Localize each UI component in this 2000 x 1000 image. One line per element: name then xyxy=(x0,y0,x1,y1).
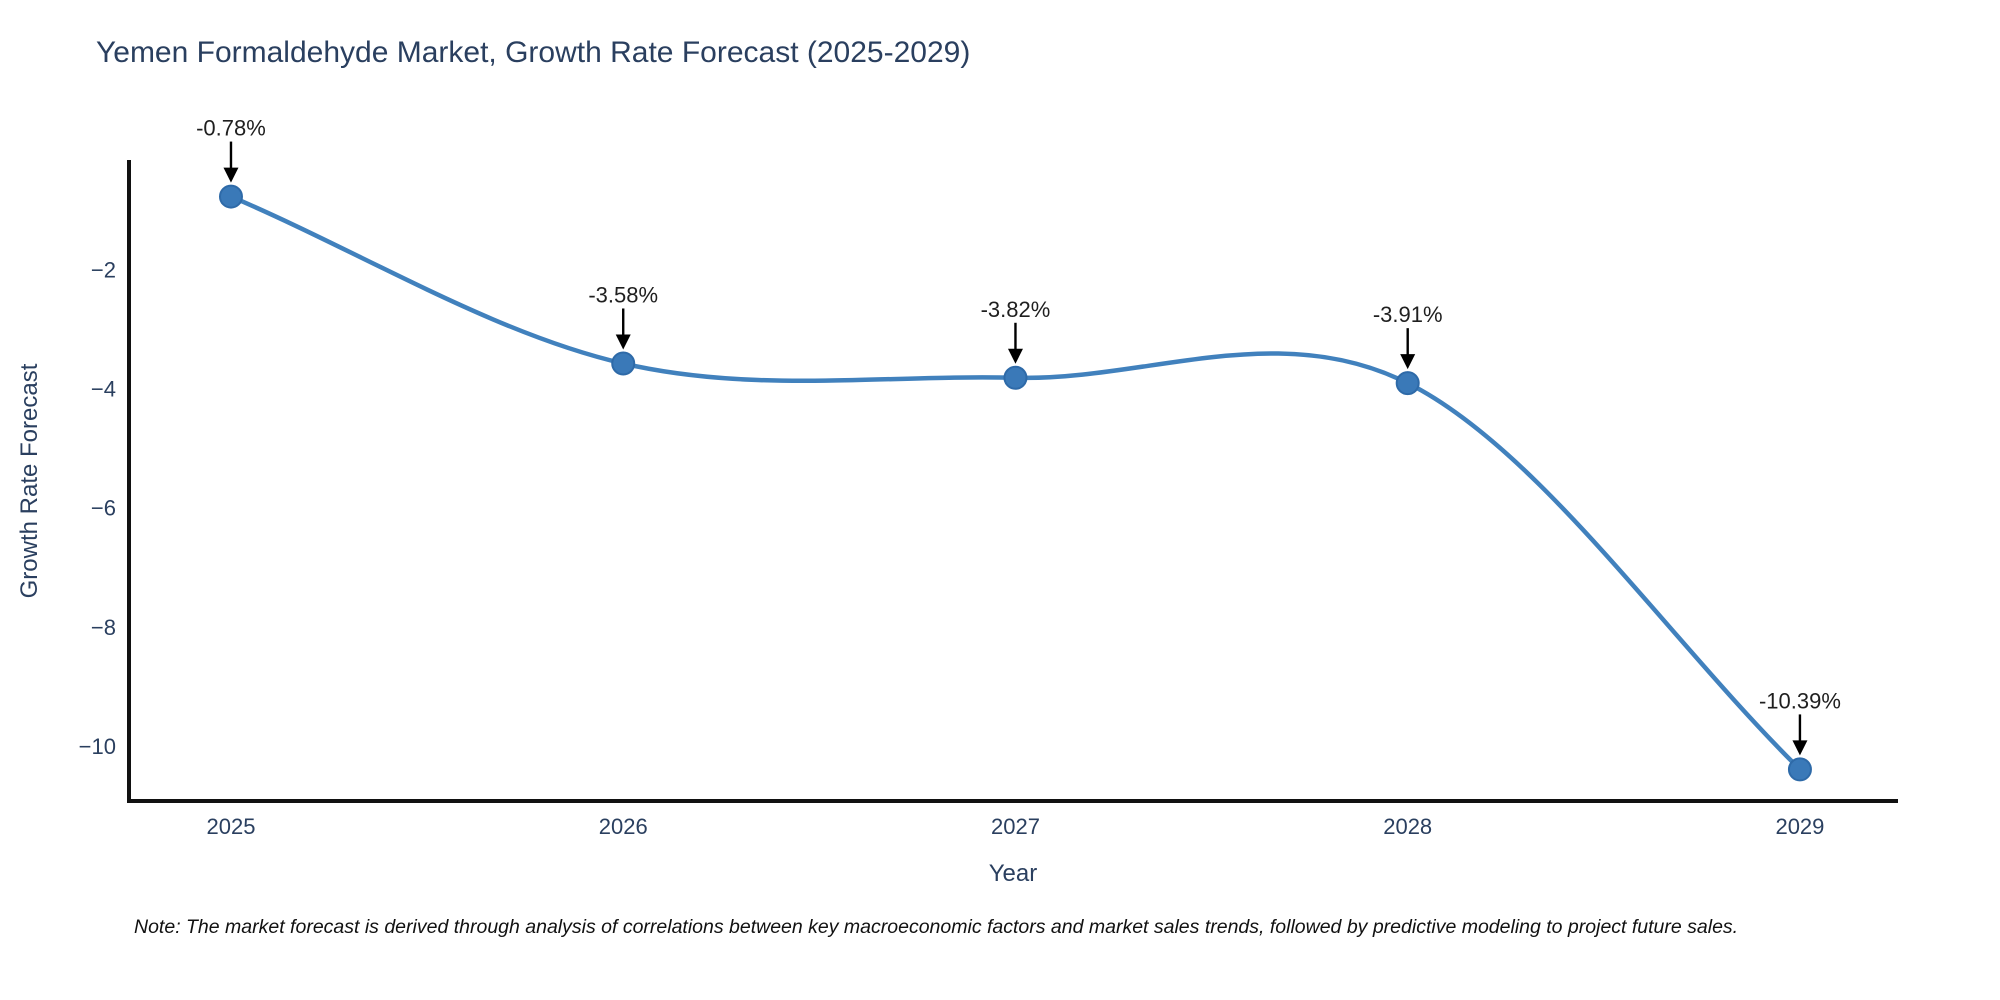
y-tick-label: −4 xyxy=(91,377,116,402)
annotation-arrow-head-icon xyxy=(1400,354,1416,370)
data-point-marker[interactable] xyxy=(611,351,636,376)
data-point-marker[interactable] xyxy=(1787,757,1812,782)
data-point-value-label: -3.91% xyxy=(1373,302,1443,327)
annotation-arrow-head-icon xyxy=(1792,740,1808,756)
annotation-arrow-head-icon xyxy=(615,334,631,350)
chart-title: Yemen Formaldehyde Market, Growth Rate F… xyxy=(96,36,971,69)
annotation-arrow-head-icon xyxy=(223,167,239,183)
x-tick-label: 2028 xyxy=(1383,814,1432,839)
annotation-arrow-head-icon xyxy=(1007,348,1023,364)
x-tick-label: 2029 xyxy=(1775,814,1824,839)
data-point-value-label: -3.82% xyxy=(981,297,1051,322)
x-tick-label: 2027 xyxy=(991,814,1040,839)
data-point-marker[interactable] xyxy=(1003,365,1028,390)
y-tick-label: −8 xyxy=(91,615,116,640)
data-point-value-label: -10.39% xyxy=(1759,688,1841,713)
data-point-marker[interactable] xyxy=(218,184,243,209)
y-tick-label: −10 xyxy=(79,734,116,759)
y-tick-label: −2 xyxy=(91,257,116,282)
data-point-value-label: -0.78% xyxy=(196,116,266,141)
y-tick-label: −6 xyxy=(91,496,116,521)
data-point-value-label: -3.58% xyxy=(588,282,658,307)
data-point-marker[interactable] xyxy=(1395,371,1420,396)
x-tick-label: 2025 xyxy=(207,814,256,839)
footnote: Note: The market forecast is derived thr… xyxy=(134,916,1739,938)
forecast-line xyxy=(228,194,1803,772)
x-tick-label: 2026 xyxy=(599,814,648,839)
x-axis-title: Year xyxy=(988,860,1038,887)
